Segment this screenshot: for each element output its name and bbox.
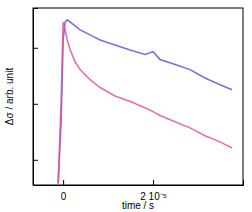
x-axis-title: time / s (122, 200, 154, 211)
plot-area (58, 20, 232, 184)
x-axis: 0 2 10⁻⁵ (34, 180, 244, 202)
x-tick-label: 0 (61, 191, 67, 202)
y-tick-mark (33, 160, 38, 161)
y-tick-mark (33, 48, 38, 49)
y-tick-mark (33, 104, 38, 105)
x-tick-mark (153, 180, 154, 185)
series-line (58, 22, 232, 184)
y-axis-title: Δσ / arb. unit (4, 68, 15, 126)
y-tick (33, 104, 38, 105)
x-axis-line (34, 180, 244, 186)
x-tick: 0 (61, 180, 67, 202)
y-axis-line (34, 9, 39, 186)
series-line (58, 20, 232, 183)
y-tick (33, 160, 38, 161)
y-tick (33, 48, 38, 49)
y-axis (33, 9, 38, 186)
x-tick-mark (63, 180, 64, 185)
chart: 0 2 10⁻⁵time / s Δσ / arb. unit (0, 0, 252, 212)
plot-frame (33, 8, 243, 185)
x-tick: 2 10⁻⁵ (140, 180, 167, 202)
